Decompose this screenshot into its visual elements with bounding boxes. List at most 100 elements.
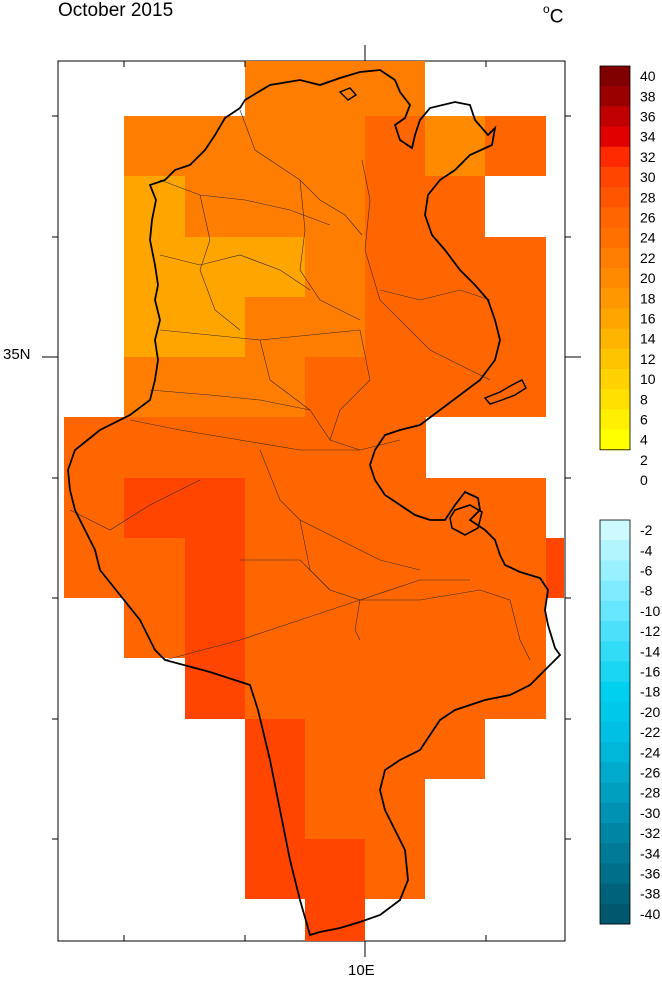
- grid-cell: [124, 297, 245, 357]
- colorbar-swatch: [600, 540, 630, 561]
- colorbar-tick-label: 14: [640, 331, 656, 347]
- colorbar-tick-label: -8: [640, 583, 653, 599]
- degree-symbol: o: [543, 2, 550, 16]
- colorbar-tick-label: -36: [640, 866, 660, 882]
- colorbar-swatch: [600, 782, 630, 804]
- grid-cell: [64, 538, 185, 598]
- colorbar-frame: [599, 519, 631, 925]
- grid-cell: [245, 478, 546, 538]
- colorbar-tick-label: 2: [640, 452, 648, 468]
- colorbar-frame: [599, 65, 631, 451]
- colorbar-tick-label: -20: [640, 704, 660, 720]
- longitude-label: 10E: [348, 962, 375, 979]
- colorbar-tick-label: -18: [640, 684, 660, 700]
- colorbar-positive: [599, 65, 631, 451]
- colorbar-swatch: [600, 86, 630, 107]
- colorbar-swatch: [600, 207, 630, 229]
- colorbar-swatch: [600, 802, 630, 824]
- grid-cell: [305, 237, 365, 297]
- grid-cell: [185, 538, 245, 598]
- colorbar-swatch: [600, 66, 630, 87]
- colorbar-tick-label: 8: [640, 391, 648, 407]
- colorbar-tick-label: -30: [640, 805, 660, 821]
- colorbar-swatch: [600, 621, 630, 642]
- unit-label: oC: [543, 0, 563, 28]
- colorbar-tick-label: -22: [640, 724, 660, 740]
- djerba-island-outline: [449, 504, 483, 536]
- colorbar-tick-label: 32: [640, 149, 656, 165]
- colorbar-swatch: [600, 823, 630, 844]
- colorbar-swatch: [600, 661, 630, 683]
- colorbar-tick-label: 36: [640, 109, 656, 125]
- grid-cell: [245, 658, 546, 719]
- colorbar-swatch: [600, 742, 630, 763]
- colorbar-swatch: [600, 227, 630, 249]
- colorbar-swatch: [600, 348, 630, 370]
- kerkennah-islands-outline: [483, 379, 527, 405]
- colorbar-tick-label: -38: [640, 886, 660, 902]
- colorbar-swatch: [600, 106, 630, 128]
- colorbar-tick-label: -12: [640, 623, 660, 639]
- grid-cell: [365, 297, 546, 357]
- colorbar-swatch: [600, 328, 630, 350]
- colorbar-tick-label: -32: [640, 825, 660, 841]
- colorbar-swatch: [600, 409, 630, 431]
- colorbar-labels: 4038363432302826242220181614121086420-2-…: [640, 68, 660, 922]
- colorbar-tick-label: -40: [640, 906, 660, 922]
- unit-symbol: C: [549, 6, 564, 28]
- colorbar-swatch: [600, 369, 630, 390]
- colorbar-swatch: [600, 247, 630, 269]
- map-title: October 2015: [58, 0, 174, 21]
- colorbar-swatch: [600, 520, 630, 541]
- colorbar-swatch: [600, 167, 630, 188]
- colorbar-tick-label: -14: [640, 643, 660, 659]
- colorbar-tick-label: 6: [640, 412, 648, 428]
- colorbar-tick-label: -2: [640, 522, 653, 538]
- grid-cell: [365, 839, 425, 899]
- grid-cell: [245, 61, 425, 116]
- colorbar-swatch: [600, 580, 630, 602]
- grid-cell: [425, 116, 485, 176]
- colorbar-swatch: [600, 863, 630, 885]
- colorbar-tick-label: 38: [640, 88, 656, 104]
- colorbar-swatch: [600, 701, 630, 723]
- colorbar-tick-label: -10: [640, 603, 660, 619]
- colorbar-tick-label: 16: [640, 311, 656, 327]
- colorbar-tick-label: 28: [640, 189, 656, 205]
- colorbar-tick-label: 22: [640, 250, 656, 266]
- colorbar-swatch: [600, 308, 630, 330]
- colorbar-tick-label: 40: [640, 68, 656, 84]
- colorbar-swatch: [600, 681, 630, 703]
- grid-cell: [124, 116, 365, 176]
- grid-cell: [485, 116, 546, 176]
- colorbar-tick-label: 20: [640, 270, 656, 286]
- colorbar-swatch: [600, 389, 630, 410]
- colorbar-tick-label: -24: [640, 744, 660, 760]
- colorbar-swatch: [600, 903, 630, 925]
- grid-cell: [245, 297, 365, 357]
- colorbar-swatch: [600, 641, 630, 662]
- colorbar-tick-label: 4: [640, 432, 648, 448]
- galite-island-outline: [338, 87, 358, 101]
- colorbar-tick-label: 30: [640, 169, 656, 185]
- colorbar-swatch: [600, 126, 630, 148]
- colorbar-swatch: [600, 843, 630, 864]
- colorbar-swatch: [600, 560, 630, 582]
- grid-cell: [365, 176, 485, 237]
- colorbar-tick-label: 34: [640, 129, 656, 145]
- colorbar-tick-label: -28: [640, 785, 660, 801]
- colorbar-swatch: [600, 146, 630, 168]
- colorbar-tick-label: -34: [640, 845, 660, 861]
- grid-cell: [305, 719, 485, 779]
- country-outline: [67, 69, 562, 937]
- colorbar-swatch: [600, 722, 630, 743]
- colorbar-swatch: [600, 429, 630, 451]
- grid-cell: [185, 598, 245, 658]
- grid-cell: [245, 839, 365, 899]
- grid-cell: [245, 237, 305, 297]
- axis-ticks: [42, 45, 581, 957]
- colorbar-tick-label: 0: [640, 472, 648, 488]
- colorbar-tick-label: -4: [640, 542, 653, 558]
